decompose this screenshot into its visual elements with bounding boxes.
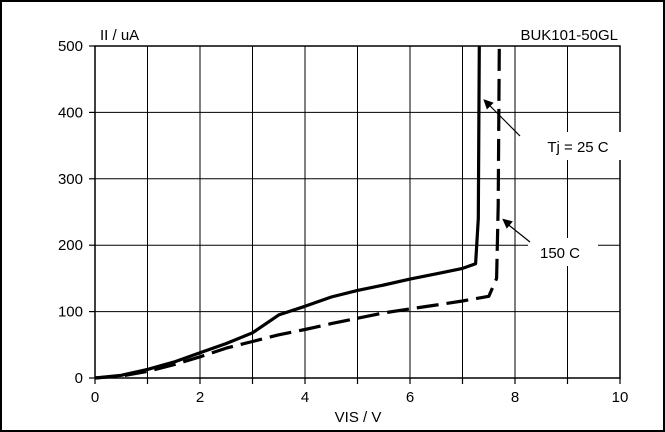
y-tick-label: 0 <box>75 370 83 387</box>
series-line-0 <box>94 45 481 380</box>
y-tick-label: 400 <box>58 104 83 121</box>
annotation-arrow-line <box>488 104 521 137</box>
annotation-arrowhead <box>483 99 494 110</box>
annotation-backdrop <box>518 132 628 160</box>
x-tick-label: 4 <box>301 389 309 406</box>
annotation-label: Tj = 25 C <box>547 139 608 156</box>
x-axis-label: VIS / V <box>335 409 382 426</box>
x-tick-label: 2 <box>196 389 204 406</box>
annotation-arrowhead <box>502 218 513 229</box>
annotation-backdrop <box>528 238 598 266</box>
ylabel-backdrop <box>97 26 147 44</box>
y-axis-label: II / uA <box>100 27 139 44</box>
annotation-label: 150 C <box>540 245 580 262</box>
x-tick-label: 0 <box>91 389 99 406</box>
annotation-layer: Tj = 25 C 150 C <box>483 99 628 266</box>
x-tick-label: 8 <box>511 389 519 406</box>
y-tick-label: 500 <box>58 38 83 55</box>
part-number-label: BUK101-50GL <box>520 27 618 44</box>
annotation-arrow-line <box>507 224 531 243</box>
x-tick-label: 10 <box>612 389 629 406</box>
grid-layer <box>95 46 620 378</box>
y-tick-label: 100 <box>58 304 83 321</box>
series-line-1 <box>94 45 501 380</box>
y-tick-label: 300 <box>58 171 83 188</box>
y-tick-label: 200 <box>58 237 83 254</box>
series-layer <box>94 45 501 380</box>
x-tick-label: 6 <box>406 389 414 406</box>
